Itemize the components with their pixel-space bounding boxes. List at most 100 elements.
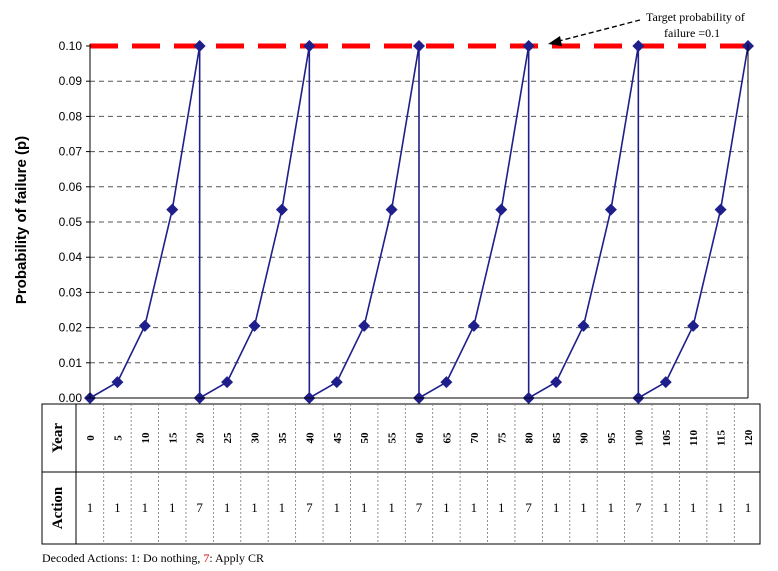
legend-prefix: Decoded Actions: 1: Do nothing, bbox=[42, 551, 204, 565]
year-cell: 30 bbox=[250, 432, 262, 444]
y-tick-label: 0.02 bbox=[59, 321, 83, 335]
year-cell: 120 bbox=[743, 429, 755, 446]
year-row-header: Year bbox=[50, 423, 66, 453]
action-cell: 1 bbox=[142, 500, 149, 515]
year-cell: 100 bbox=[633, 429, 645, 446]
y-tick-label: 0.10 bbox=[59, 39, 83, 53]
action-cell: 1 bbox=[114, 500, 121, 515]
data-point bbox=[330, 376, 343, 389]
y-tick-label: 0.07 bbox=[59, 145, 83, 159]
action-cell: 1 bbox=[663, 500, 670, 515]
y-tick-label: 0.04 bbox=[59, 250, 83, 264]
action-cell: 1 bbox=[251, 500, 258, 515]
data-point bbox=[221, 376, 234, 389]
data-point bbox=[467, 319, 480, 332]
data-point bbox=[632, 40, 645, 52]
y-tick-label: 0.05 bbox=[59, 215, 83, 229]
year-cell: 90 bbox=[579, 432, 591, 444]
action-cell: 1 bbox=[608, 500, 615, 515]
action-cell: 7 bbox=[416, 500, 423, 515]
action-cell: 7 bbox=[635, 500, 642, 515]
legend-code: 7 bbox=[203, 551, 210, 565]
axes bbox=[89, 44, 749, 399]
data-point bbox=[166, 203, 179, 216]
action-cell: 1 bbox=[690, 500, 697, 515]
data-point bbox=[275, 203, 288, 216]
data-point bbox=[138, 319, 151, 332]
year-cell: 5 bbox=[112, 435, 124, 441]
data-point bbox=[358, 319, 371, 332]
year-cell: 0 bbox=[85, 435, 97, 441]
action-cell: 1 bbox=[717, 500, 724, 515]
action-cell: 1 bbox=[279, 500, 286, 515]
data-point bbox=[303, 40, 316, 52]
action-cell: 1 bbox=[334, 500, 341, 515]
y-tick-label: 0.00 bbox=[59, 391, 83, 405]
action-cell: 1 bbox=[169, 500, 176, 515]
action-row-header: Action bbox=[50, 486, 66, 529]
year-cell: 105 bbox=[661, 429, 673, 446]
action-cell: 1 bbox=[498, 500, 505, 515]
target-arrow bbox=[554, 19, 641, 43]
year-cell: 55 bbox=[387, 432, 399, 444]
year-cell: 45 bbox=[332, 432, 344, 444]
data-point bbox=[604, 203, 617, 216]
year-cell: 50 bbox=[359, 432, 371, 444]
year-cell: 20 bbox=[195, 432, 207, 444]
year-cell: 10 bbox=[140, 432, 152, 444]
legend-suffix: : Apply CR bbox=[209, 551, 265, 565]
year-cell: 40 bbox=[304, 432, 316, 444]
action-cell: 1 bbox=[553, 500, 560, 515]
action-cell: 7 bbox=[525, 500, 532, 515]
data-point bbox=[248, 319, 261, 332]
action-cell: 7 bbox=[196, 500, 203, 515]
y-tick-label: 0.09 bbox=[59, 74, 83, 88]
action-cell: 1 bbox=[745, 500, 752, 515]
data-point bbox=[193, 40, 206, 52]
data-point bbox=[111, 376, 124, 389]
action-cell: 1 bbox=[443, 500, 450, 515]
y-tick-label: 0.06 bbox=[59, 180, 83, 194]
data-point bbox=[714, 203, 727, 216]
year-cell: 85 bbox=[551, 432, 563, 444]
data-point bbox=[550, 376, 563, 389]
data-point bbox=[522, 40, 535, 52]
year-cell: 75 bbox=[496, 432, 508, 444]
data-point bbox=[659, 376, 672, 389]
target-arrow-head bbox=[548, 36, 562, 46]
series-group bbox=[84, 40, 754, 404]
action-cell: 1 bbox=[388, 500, 395, 515]
year-cell: 60 bbox=[414, 432, 426, 444]
y-axis-label: Probability of failure (p) bbox=[13, 136, 30, 304]
year-cell: 65 bbox=[441, 432, 453, 444]
year-cell: 80 bbox=[524, 432, 536, 444]
year-cell: 15 bbox=[167, 432, 179, 444]
action-cell: 1 bbox=[580, 500, 587, 515]
data-point bbox=[577, 319, 590, 332]
decoded-actions-legend: Decoded Actions: 1: Do nothing, 7: Apply… bbox=[42, 551, 264, 566]
action-cell: 1 bbox=[471, 500, 478, 515]
target-annotation-line1: Target probability of bbox=[646, 10, 745, 24]
year-cell: 95 bbox=[606, 432, 618, 444]
action-cell: 1 bbox=[224, 500, 231, 515]
y-tick-labels: 0.00 0.01 0.02 0.03 0.04 0.05 0.06 0.07 0.08 0.09… bbox=[59, 39, 90, 405]
data-point bbox=[495, 203, 508, 216]
action-cell: 1 bbox=[87, 500, 94, 515]
year-cell: 70 bbox=[469, 432, 481, 444]
data-point bbox=[413, 40, 425, 52]
action-cell: 7 bbox=[306, 500, 313, 515]
action-cell: 1 bbox=[361, 500, 368, 515]
year-cell: 115 bbox=[716, 430, 728, 446]
y-tick-label: 0.03 bbox=[59, 285, 83, 299]
y-tick-label: 0.08 bbox=[59, 109, 83, 123]
target-annotation: Target probability of failure =0.1 bbox=[646, 10, 745, 40]
decision-table: Year Action 0151101151207251301351407451… bbox=[41, 403, 761, 545]
data-point bbox=[385, 203, 398, 216]
year-cell: 35 bbox=[277, 432, 289, 444]
data-point bbox=[440, 376, 453, 389]
year-cell: 25 bbox=[222, 432, 234, 444]
year-cell: 110 bbox=[688, 430, 700, 446]
table-border bbox=[41, 403, 761, 545]
y-tick-label: 0.01 bbox=[59, 356, 83, 370]
target-annotation-line2: failure =0.1 bbox=[664, 26, 720, 40]
